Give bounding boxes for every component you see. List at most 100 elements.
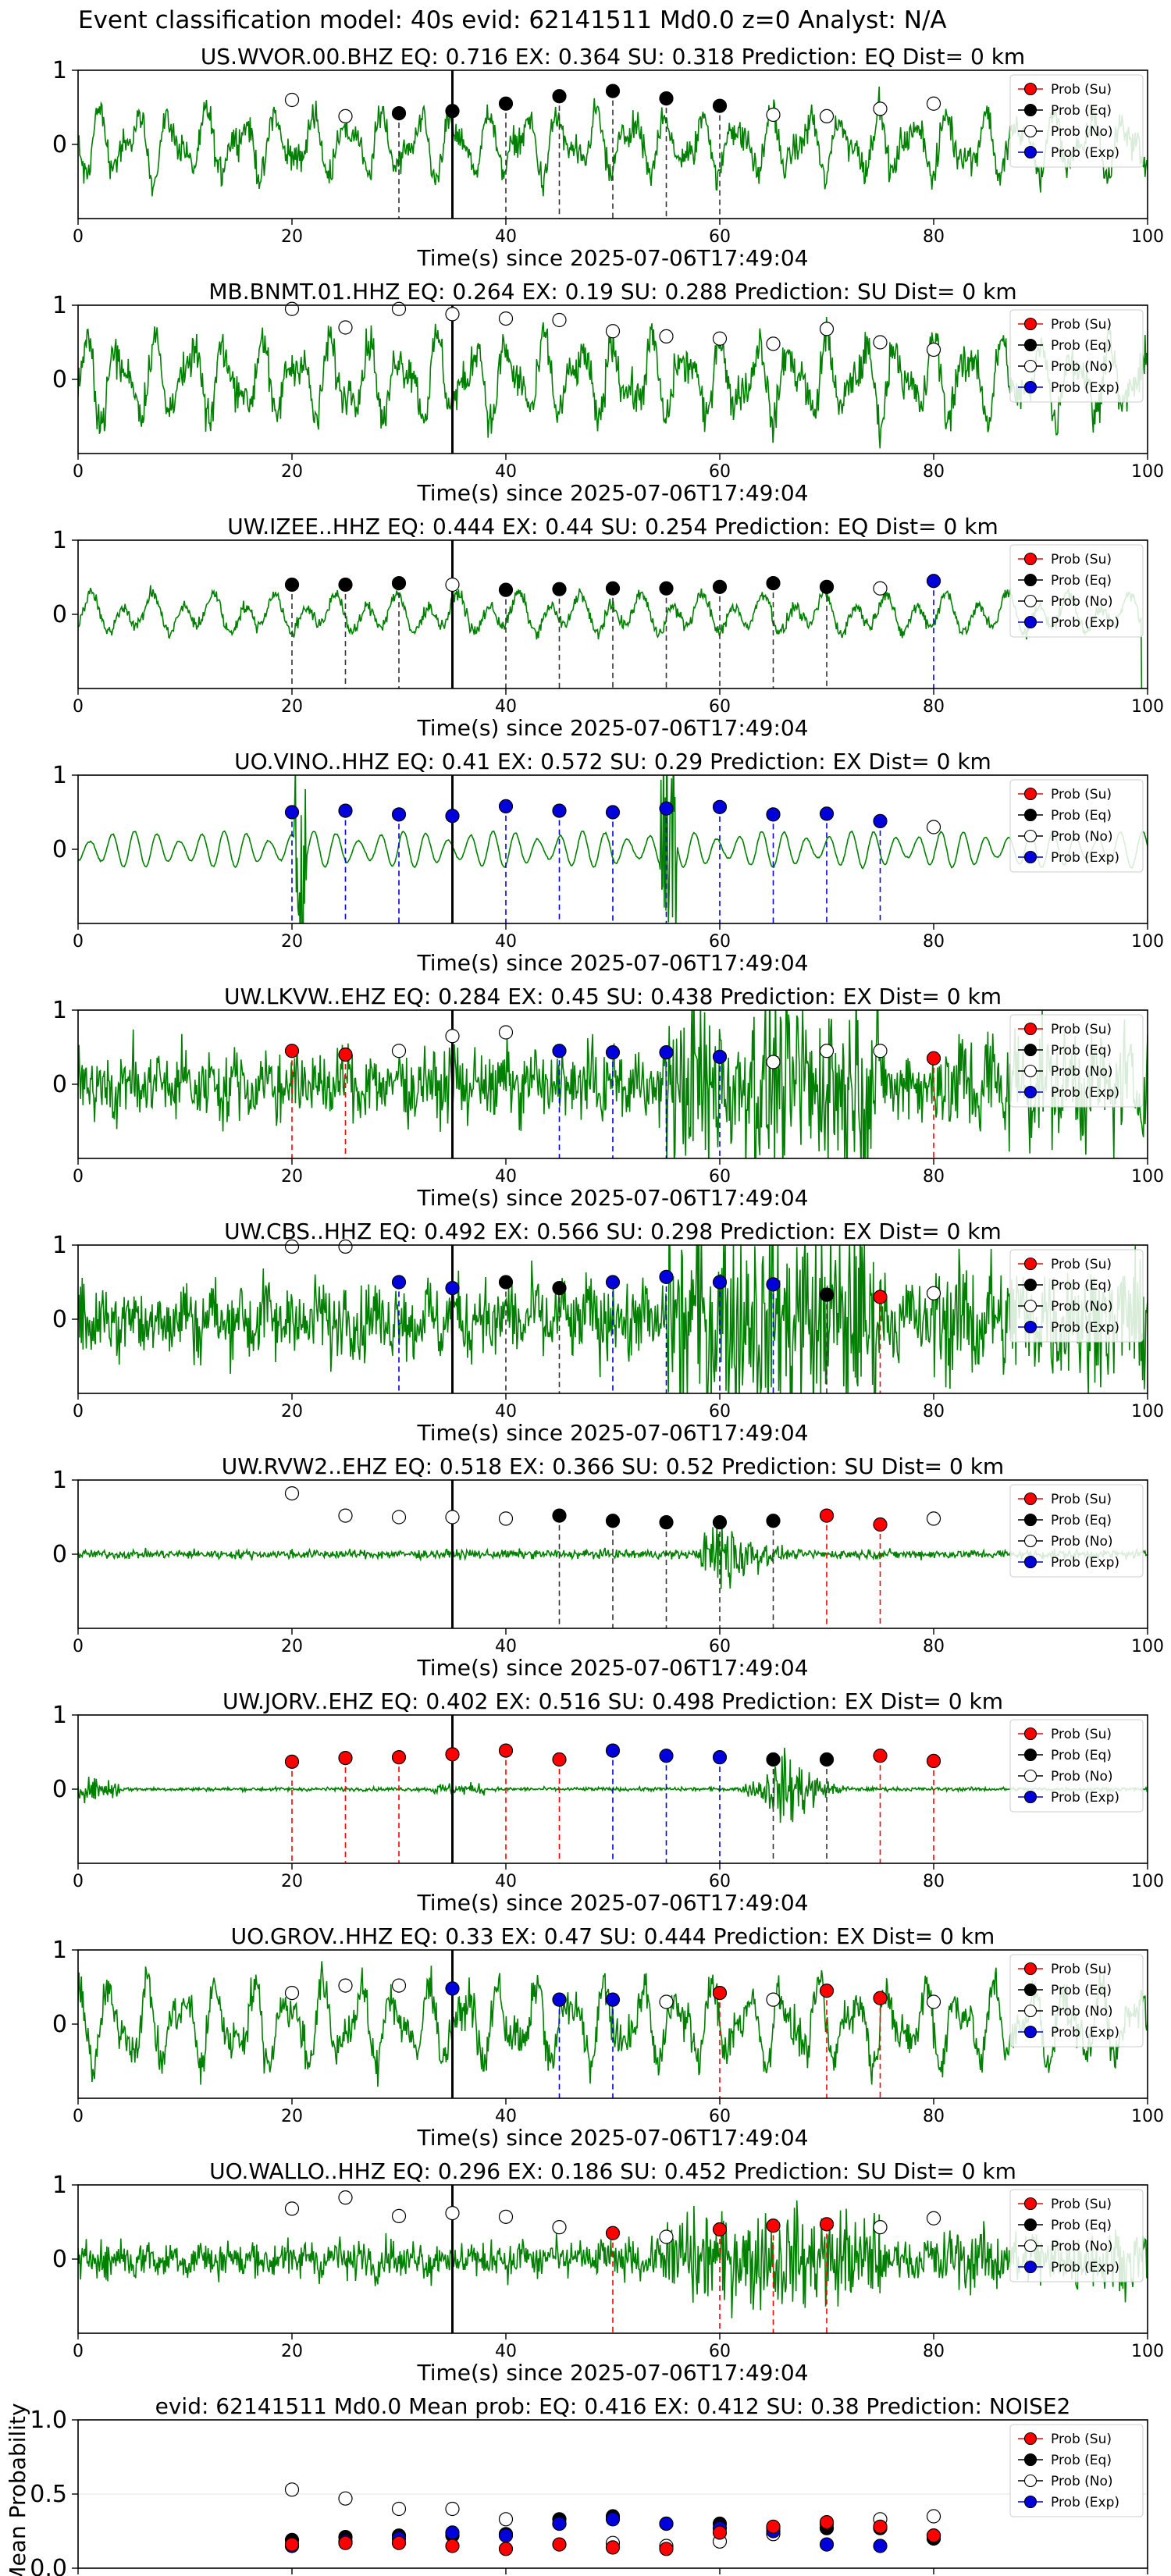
y-tick-label: 0: [52, 1071, 67, 1098]
prob-marker-su: [819, 2217, 835, 2232]
legend-label: Prob (Su): [1051, 2197, 1112, 2212]
legend-marker-exp: [1023, 1555, 1038, 1569]
prob-marker-eq: [391, 575, 407, 591]
x-tick-label: 60: [709, 1637, 731, 1656]
waveform-trace: [78, 86, 1148, 197]
prob-marker-exp: [659, 1269, 674, 1284]
panel-title: UW.CBS..HHZ EQ: 0.492 EX: 0.566 SU: 0.29…: [224, 1219, 1002, 1244]
prob-marker-no: [338, 1978, 353, 1993]
mean-prob-point-su: [498, 2542, 514, 2556]
legend-marker-eq: [1023, 808, 1038, 822]
x-tick-label: 40: [495, 227, 517, 247]
legend-marker-exp: [1023, 145, 1038, 159]
y-tick-label: 1: [52, 292, 67, 319]
mean-probability-panel: evid: 62141511 Md0.0 Mean prob: EQ: 0.41…: [5, 2393, 1148, 2576]
prob-marker-no: [284, 2201, 300, 2216]
x-axis-label: Time(s) since 2025-07-06T17:49:04: [416, 1420, 808, 1446]
prob-marker-exp: [498, 799, 514, 814]
mean-prob-point-exp: [498, 2528, 514, 2543]
legend-label: Prob (Exp): [1051, 2260, 1119, 2275]
prob-marker-no: [498, 1511, 514, 1526]
prob-marker-exp: [873, 813, 888, 829]
x-tick-label: 40: [495, 1872, 517, 1891]
legend-label: Prob (Eq): [1051, 2218, 1112, 2233]
prob-marker-eq: [605, 581, 621, 596]
legend-marker-no: [1023, 359, 1038, 373]
x-tick-label: 60: [709, 2107, 731, 2126]
prob-marker-eq: [498, 1275, 514, 1290]
x-axis-label: Time(s) since 2025-07-06T17:49:04: [416, 2360, 808, 2386]
legend-marker-no: [1023, 1299, 1038, 1313]
y-tick-label: 0.0: [30, 2555, 67, 2576]
prob-marker-no: [498, 1025, 514, 1040]
legend: Prob (Su) Prob (Eq) Prob (No) Prob (Exp): [1009, 1249, 1144, 1343]
prob-marker-no: [873, 101, 888, 116]
y-tick-label: 1: [52, 2172, 67, 2199]
prob-marker-su: [552, 1752, 567, 1767]
prob-marker-no: [659, 2229, 674, 2244]
prob-marker-su: [873, 1517, 888, 1532]
x-tick-label: 80: [923, 227, 945, 247]
x-tick-label: 100: [1131, 462, 1164, 482]
legend-marker-no: [1023, 2004, 1038, 2018]
prob-marker-exp: [712, 1275, 728, 1290]
waveform-trace: [78, 1522, 1148, 1589]
legend-label: Prob (Exp): [1051, 1320, 1119, 1336]
mean-prob-point-su: [766, 2519, 781, 2534]
prob-marker-eq: [766, 1752, 781, 1767]
prob-marker-eq: [819, 1287, 835, 1302]
legend-marker-exp: [1023, 380, 1038, 394]
x-tick-label: 0: [73, 932, 84, 952]
x-tick-label: 100: [1131, 2342, 1164, 2361]
prob-marker-exp: [605, 1743, 621, 1758]
legend: Prob (Su) Prob (Eq) Prob (No) Prob (Exp): [1009, 544, 1144, 638]
prob-marker-no: [338, 2190, 353, 2205]
waveform-trace: [78, 317, 1148, 449]
legend: Prob (Su) Prob (Eq) Prob (No) Prob (Exp): [1009, 1014, 1144, 1108]
mean-prob-point-su: [659, 2542, 674, 2556]
panel-title: UW.RVW2..EHZ EQ: 0.518 EX: 0.366 SU: 0.5…: [222, 1453, 1004, 1479]
prob-marker-eq: [819, 579, 835, 594]
legend-marker-exp: [1023, 1790, 1038, 1804]
prob-marker-no: [926, 1286, 941, 1300]
prob-marker-exp: [659, 1749, 674, 1763]
prob-marker-no: [659, 329, 674, 343]
x-axis-label: Time(s) since 2025-07-06T17:49:04: [416, 715, 808, 741]
legend-marker-no: [1023, 594, 1038, 608]
x-tick-label: 20: [281, 1167, 303, 1187]
prob-marker-su: [391, 1750, 407, 1765]
y-tick-label: 0: [52, 131, 67, 158]
mean-prob-point-su: [926, 2528, 941, 2543]
prob-marker-eq: [552, 1280, 567, 1296]
mean-prob-point-no: [926, 2509, 941, 2524]
legend-marker-no: [1023, 829, 1038, 843]
legend-marker-no: [1023, 124, 1038, 138]
prob-marker-no: [338, 109, 353, 123]
legend-label: Prob (No): [1051, 2004, 1113, 2019]
legend-box: [1009, 1954, 1144, 2048]
x-tick-label: 100: [1131, 932, 1164, 952]
prob-marker-eq: [552, 582, 567, 596]
legend-box: [1009, 1719, 1144, 1813]
prob-marker-exp: [552, 803, 567, 818]
mean-prob-point-no: [498, 2512, 514, 2527]
panel-title: UW.IZEE..HHZ EQ: 0.444 EX: 0.44 SU: 0.25…: [227, 514, 998, 539]
prob-marker-no: [552, 312, 567, 328]
legend-marker-no: [1023, 2239, 1038, 2253]
legend-box: [1009, 779, 1144, 873]
y-tick-label: 0: [52, 836, 67, 863]
legend-label: Prob (Eq): [1051, 1513, 1112, 1528]
prob-marker-eq: [284, 577, 300, 592]
x-tick-label: 80: [923, 462, 945, 482]
legend: Prob (Su) Prob (Eq) Prob (No) Prob (Exp): [1009, 74, 1144, 168]
x-tick-label: 0: [73, 697, 84, 717]
legend-label: Prob (Eq): [1051, 103, 1112, 119]
waveform-trace: [78, 775, 1148, 923]
legend-label: Prob (Su): [1051, 552, 1112, 568]
legend-marker-su: [1023, 2432, 1038, 2446]
y-tick-label: 0: [52, 1776, 67, 1803]
y-tick-label: 1: [52, 997, 67, 1024]
legend-box: [1009, 309, 1144, 403]
legend-marker-eq: [1023, 338, 1038, 352]
legend-marker-eq: [1023, 1513, 1038, 1527]
